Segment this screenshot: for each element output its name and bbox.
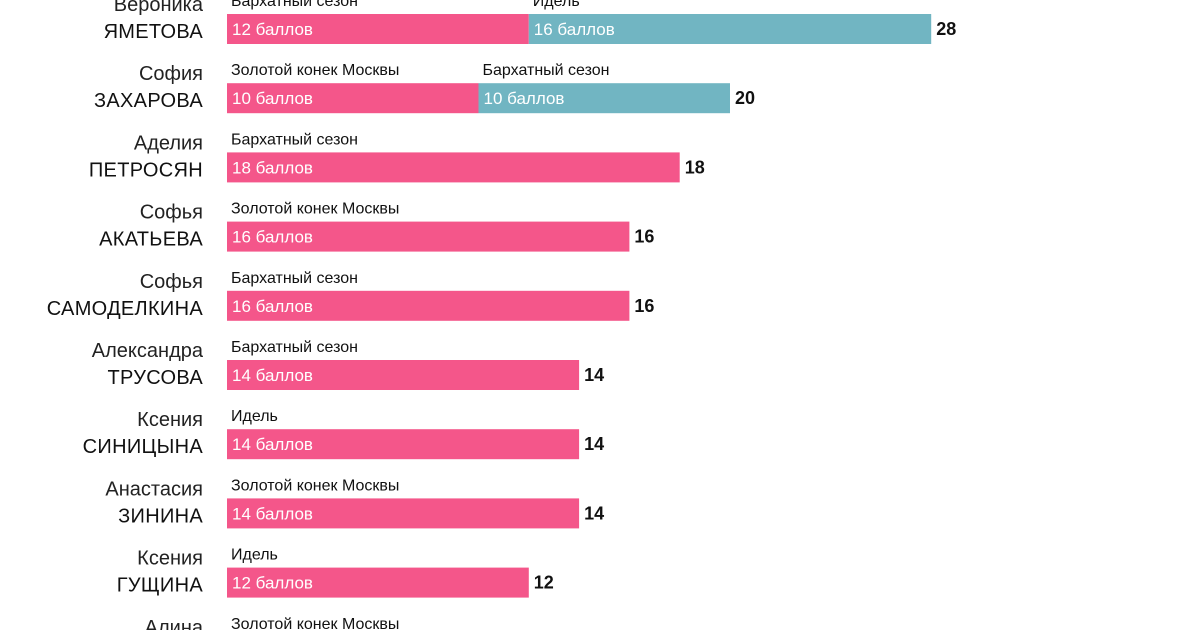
segment-value-label: 12 баллов: [232, 574, 313, 593]
event-label: Золотой конек Москвы: [231, 477, 399, 494]
event-label: Идель: [231, 408, 278, 425]
athlete-last-name: ГУЩИНА: [117, 575, 204, 597]
segment-value-label: 14 баллов: [232, 435, 313, 454]
event-label: Бархатный сезон: [483, 62, 610, 79]
total-value-label: 28: [936, 19, 956, 39]
bar-segment: [478, 83, 730, 114]
segment-value-label: 16 баллов: [534, 20, 615, 39]
bar-segment: [227, 429, 580, 460]
event-label: Бархатный сезон: [231, 339, 358, 356]
athlete-first-name: Алина: [145, 617, 204, 630]
athlete-last-name: ПЕТРОСЯН: [89, 159, 203, 181]
total-value-label: 14: [584, 434, 604, 454]
bar-segment: [227, 567, 529, 598]
total-value-label: 14: [584, 365, 604, 385]
total-value-label: 18: [685, 157, 705, 177]
athlete-last-name: СИНИЦЫНА: [83, 436, 204, 458]
segment-value-label: 16 баллов: [232, 297, 313, 316]
event-label: Идель: [231, 547, 278, 564]
segment-value-label: 12 баллов: [232, 20, 313, 39]
event-label: Золотой конек Москвы: [231, 62, 399, 79]
athlete-first-name: Аделия: [134, 132, 203, 154]
athlete-last-name: ЗАХАРОВА: [94, 90, 203, 112]
event-label: Золотой конек Москвы: [231, 616, 399, 630]
bar-segment: [528, 14, 932, 44]
total-value-label: 16: [634, 296, 654, 316]
bar-segment: [227, 360, 580, 390]
athlete-first-name: Ксения: [137, 548, 203, 570]
total-value-label: 20: [735, 88, 755, 108]
athlete-first-name: Анастасия: [105, 478, 203, 500]
bar-segment: [227, 290, 630, 321]
total-value-label: 14: [584, 503, 604, 523]
athlete-first-name: Александра: [92, 340, 204, 362]
event-label: Идель: [533, 0, 580, 10]
event-label: Бархатный сезон: [231, 0, 358, 10]
event-label: Бархатный сезон: [231, 270, 358, 287]
total-value-label: 16: [634, 227, 654, 247]
event-label: Золотой конек Москвы: [231, 201, 399, 218]
event-label: Бархатный сезон: [231, 131, 358, 148]
segment-value-label: 10 баллов: [484, 89, 565, 108]
athlete-last-name: ЗИНИНА: [118, 505, 203, 527]
bar-segment: [227, 152, 680, 183]
segment-value-label: 14 баллов: [232, 366, 313, 385]
athlete-last-name: АКАТЬЕВА: [99, 229, 203, 251]
athlete-first-name: София: [139, 63, 203, 85]
segment-value-label: 14 баллов: [232, 504, 313, 523]
athlete-first-name: Ксения: [137, 409, 203, 431]
bar-segment: [227, 498, 580, 529]
segment-value-label: 10 баллов: [232, 89, 313, 108]
bar-segment: [227, 221, 630, 252]
segment-value-label: 18 баллов: [232, 158, 313, 177]
athlete-last-name: САМОДЕЛКИНА: [47, 298, 204, 320]
total-value-label: 12: [534, 573, 554, 593]
athlete-first-name: Софья: [140, 202, 203, 224]
segment-value-label: 16 баллов: [232, 228, 313, 247]
athlete-first-name: Вероника: [114, 0, 204, 16]
bar-segment: [227, 83, 479, 114]
athlete-last-name: ЯМЕТОВА: [104, 21, 204, 43]
athlete-last-name: ТРУСОВА: [108, 367, 204, 389]
bar-segment: [227, 14, 529, 44]
athlete-first-name: Софья: [140, 271, 203, 293]
